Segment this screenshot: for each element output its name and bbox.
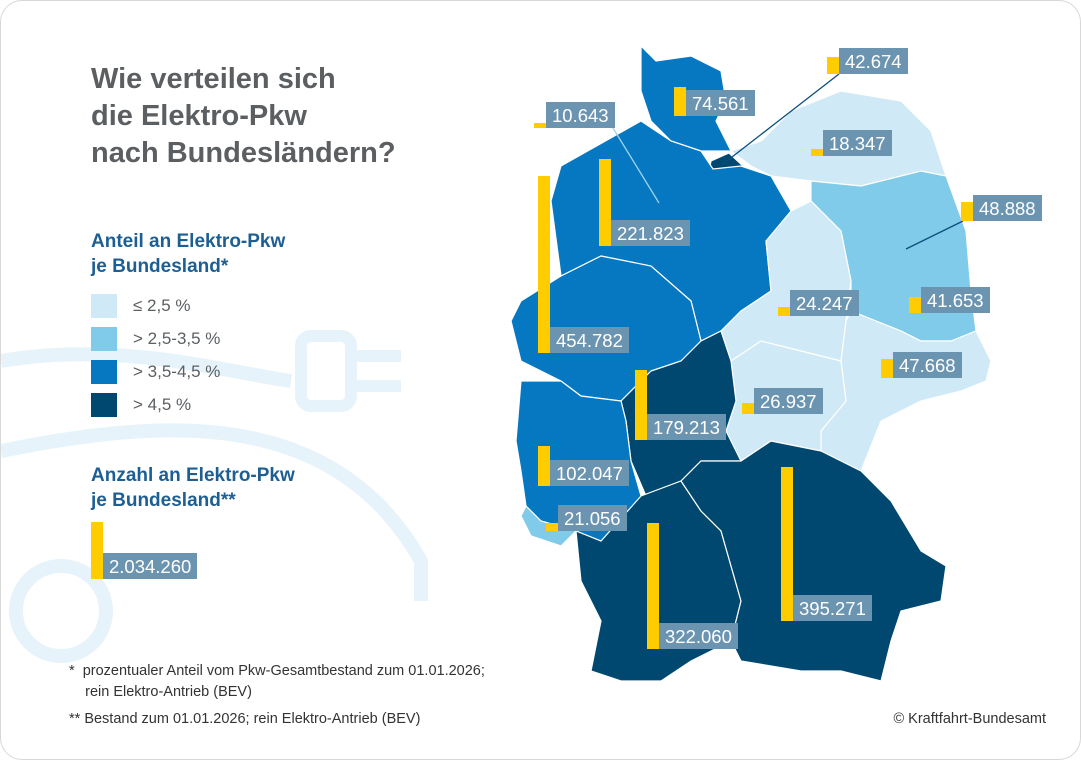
legend-swatch — [91, 360, 117, 384]
bar-mv — [811, 148, 823, 156]
value-label-hb: 10.643 — [546, 102, 615, 128]
legend-item: ≤ 2,5 % — [91, 294, 191, 318]
bar-ni — [599, 159, 611, 246]
bar-hh — [827, 57, 839, 74]
value-label-sn: 47.668 — [893, 352, 962, 378]
bar-sl — [546, 522, 558, 531]
legend-swatch — [91, 393, 117, 417]
legend-label: > 4,5 % — [133, 395, 192, 414]
legend-item: > 3,5-4,5 % — [91, 360, 220, 384]
legend-label: > 3,5-4,5 % — [133, 362, 221, 381]
value-label-nw: 454.782 — [550, 327, 629, 353]
bar-bw — [647, 523, 659, 649]
value-label-he: 179.213 — [647, 414, 726, 440]
bar-th — [742, 403, 754, 414]
value-label-bb: 41.653 — [921, 287, 990, 313]
bar-bb — [909, 296, 921, 313]
value-label-mv: 18.347 — [823, 130, 892, 156]
bar-by — [781, 466, 793, 621]
value-label-st: 24.247 — [790, 290, 859, 316]
bar-he — [635, 370, 647, 440]
legend-bar — [91, 522, 103, 579]
value-label-hh: 42.674 — [839, 48, 908, 74]
value-label-sl: 21.056 — [558, 505, 627, 531]
legend-label: ≤ 2,5 % — [133, 296, 191, 315]
value-label-by: 395.271 — [793, 595, 872, 621]
state-sn — [820, 310, 992, 472]
value-label-be: 48.888 — [973, 195, 1042, 221]
bar-be — [961, 201, 973, 221]
bar-st — [778, 306, 790, 316]
copyright: © Kraftfahrt-Bundesamt — [893, 711, 1046, 727]
legend-item: > 2,5-3,5 % — [91, 327, 220, 351]
page-title: Wie verteilen sich die Elektro-Pkw nach … — [91, 63, 396, 169]
legend-count-heading: Anzahl an Elektro-Pkw je Bundesland** — [91, 465, 295, 511]
legend-swatch — [91, 294, 117, 318]
bar-sn — [881, 359, 893, 378]
state-by — [680, 440, 947, 682]
bar-sh — [674, 86, 686, 116]
footnote-count: ** Bestand zum 01.01.2026; rein Elektro-… — [69, 711, 421, 727]
legend-bar-label: 2.034.260 — [103, 553, 198, 579]
leader-line-hb — [612, 127, 660, 204]
value-label-th: 26.937 — [754, 388, 823, 414]
leader-line-hh — [722, 73, 840, 165]
legend-share-heading: Anteil an Elektro-Pkw je Bundesland* — [91, 231, 286, 277]
leader-line-be — [905, 220, 964, 250]
bar-nw — [538, 175, 550, 353]
value-label-sh: 74.561 — [686, 90, 755, 116]
legend-item: > 4,5 % — [91, 393, 191, 417]
value-label-rp: 102.047 — [550, 460, 629, 486]
value-label-bw: 322.060 — [659, 623, 738, 649]
legend-label: > 2,5-3,5 % — [133, 329, 221, 348]
legend-swatch — [91, 327, 117, 351]
bar-rp — [538, 446, 550, 486]
value-label-ni: 221.823 — [611, 220, 690, 246]
bar-hb — [534, 123, 546, 128]
footnote-share: * prozentualer Anteil vom Pkw-Gesamtbest… — [69, 663, 485, 700]
